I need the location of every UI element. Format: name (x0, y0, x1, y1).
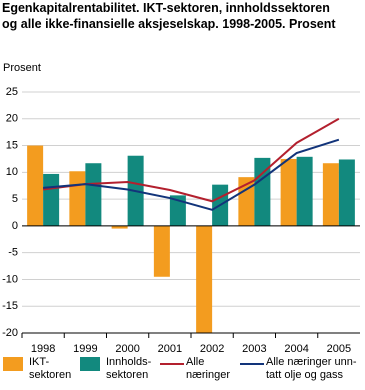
legend-label: Alle næringer unn- tatt olje og gass (266, 356, 357, 381)
y-tick-label: 5 (12, 193, 18, 205)
bar (296, 156, 313, 226)
legend-label: Innholds- sektoren (106, 356, 152, 381)
line (43, 138, 340, 211)
bar (169, 195, 186, 226)
y-tick-label: 20 (6, 113, 18, 125)
x-tick-label: 2002 (200, 343, 224, 355)
legend-label: IKT- sektoren (29, 356, 72, 381)
legend-label: Alle næringer (186, 356, 231, 381)
bar (280, 158, 297, 226)
bar (153, 225, 170, 277)
bar (196, 225, 213, 333)
line (42, 117, 340, 203)
chart-title: Egenkapitalrentabilitet. IKT-sektoren, i… (2, 1, 336, 31)
y-tick-label: 25 (6, 86, 18, 98)
x-tick-label: 1999 (73, 343, 97, 355)
y-tick-label: -5 (8, 247, 18, 259)
y-tick-label: -10 (2, 273, 18, 285)
bar (43, 173, 60, 226)
y-tick-label: -20 (2, 327, 18, 339)
x-tick-label: 1998 (31, 343, 55, 355)
bar (322, 163, 339, 226)
legend-swatch (80, 357, 100, 371)
legend-swatch (3, 357, 23, 371)
x-tick-label: 2000 (115, 343, 139, 355)
bar (111, 225, 128, 229)
bar (238, 177, 255, 226)
bar (27, 145, 44, 226)
x-tick-label: 2003 (242, 343, 266, 355)
y-tick-label: 15 (6, 139, 18, 151)
y-tick-label: 0 (12, 220, 18, 232)
x-tick-label: 2004 (284, 343, 308, 355)
bar (85, 163, 102, 226)
x-tick-label: 2005 (327, 343, 351, 355)
bar (69, 171, 86, 226)
y-tick-label: -15 (2, 300, 18, 312)
x-tick-label: 2001 (158, 343, 182, 355)
y-axis-label: Prosent (3, 62, 41, 74)
y-tick-label: 10 (6, 166, 18, 178)
bar (338, 159, 355, 226)
